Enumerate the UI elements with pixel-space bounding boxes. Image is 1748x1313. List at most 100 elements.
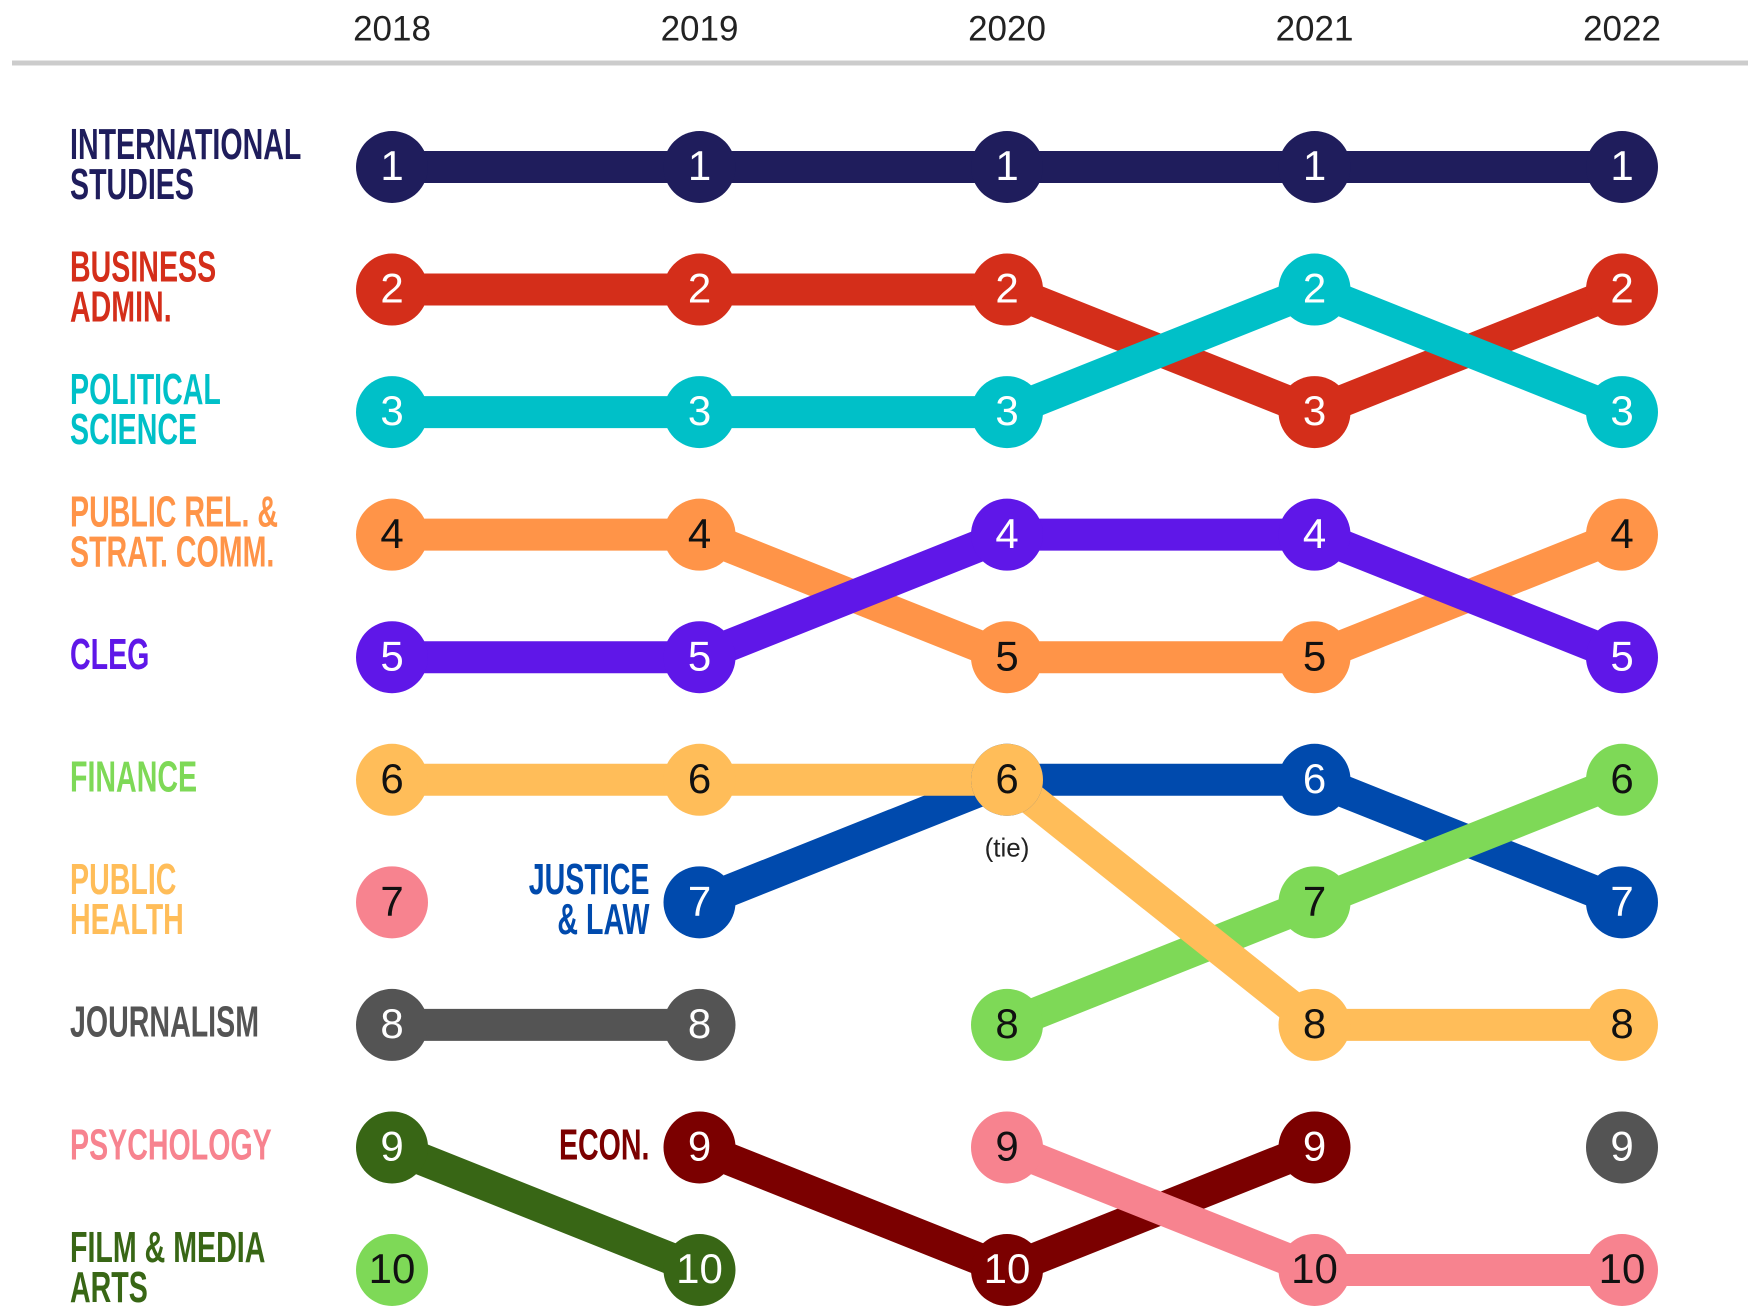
rank-dot bbox=[1586, 621, 1658, 694]
rank-dot bbox=[1278, 376, 1351, 449]
series-line bbox=[376, 1131, 716, 1286]
rank-dot bbox=[356, 253, 428, 326]
rank-label: 10 bbox=[1291, 1245, 1338, 1292]
year-label: 2021 bbox=[1276, 9, 1354, 48]
rank-label: 6 bbox=[380, 755, 403, 802]
rank-dot bbox=[1586, 131, 1658, 203]
rank-dot bbox=[356, 866, 428, 939]
series-label: JUSTICE & LAW bbox=[529, 854, 650, 944]
rank-dot bbox=[356, 1234, 428, 1306]
rank-dot bbox=[971, 1234, 1043, 1306]
rank-label: 4 bbox=[995, 510, 1018, 557]
rank-label: 1 bbox=[995, 142, 1018, 189]
rank-label: 8 bbox=[380, 1000, 403, 1047]
rank-dot bbox=[1278, 1111, 1351, 1184]
rank-label: 9 bbox=[380, 1123, 403, 1170]
rank-dot bbox=[1278, 253, 1351, 326]
rank-dot bbox=[1278, 1234, 1351, 1306]
rank-dot bbox=[1278, 866, 1351, 939]
rank-label: 3 bbox=[688, 387, 711, 434]
rank-dot bbox=[1586, 866, 1658, 939]
dots: 1 1 1 1 1 2 2 2 3 2 3 3 3 2 3 4 4 5 5 4 5 5 4 4 5 7 6 6 7 9 10 9 10 8 7 6 6 6… bbox=[356, 131, 1658, 1306]
rank-label: 2 bbox=[995, 265, 1018, 312]
rank-label: 4 bbox=[380, 510, 403, 557]
series-label: ECON. bbox=[559, 1119, 650, 1169]
rank-label: 2 bbox=[1610, 265, 1633, 312]
rank-dot bbox=[971, 498, 1043, 571]
rank-label: 10 bbox=[369, 1245, 416, 1292]
year-label: 2018 bbox=[353, 9, 431, 48]
rank-dot bbox=[971, 253, 1043, 326]
rank-dot bbox=[1278, 988, 1351, 1061]
rank-label: 5 bbox=[688, 632, 711, 679]
rank-label: 7 bbox=[1303, 877, 1326, 924]
series-label: PSYCHOLOGY bbox=[70, 1119, 272, 1169]
rank-label: 3 bbox=[380, 387, 403, 434]
annotation: (tie) bbox=[985, 833, 1030, 863]
rank-dot bbox=[356, 743, 428, 816]
lines bbox=[376, 151, 1638, 1286]
rank-label: 6 bbox=[995, 755, 1018, 802]
rank-dot bbox=[356, 1111, 428, 1184]
series-label: JOURNALISM bbox=[70, 996, 259, 1046]
rank-dot bbox=[1586, 498, 1658, 571]
rank-dot bbox=[1278, 621, 1351, 694]
rank-label: 3 bbox=[1610, 387, 1633, 434]
rank-label: 10 bbox=[984, 1245, 1031, 1292]
series-label: CLEG bbox=[70, 629, 149, 679]
series-label: BUSINESS ADMIN. bbox=[70, 241, 216, 331]
series-label: PUBLIC HEALTH bbox=[70, 854, 184, 944]
rank-label: 9 bbox=[1610, 1123, 1633, 1170]
rank-dot bbox=[663, 131, 736, 203]
rank-dot bbox=[663, 1234, 736, 1306]
rank-label: 3 bbox=[995, 387, 1018, 434]
rank-dot bbox=[1586, 1234, 1658, 1306]
labels: INTERNATIONAL STUDIES BUSINESS ADMIN. POLITI… bbox=[70, 118, 650, 1311]
year-label: 2020 bbox=[968, 9, 1046, 48]
rank-dot bbox=[356, 498, 428, 571]
rank-dot bbox=[663, 376, 736, 449]
rank-label: 1 bbox=[1610, 142, 1633, 189]
rank-dot bbox=[663, 621, 736, 694]
rank-label: 6 bbox=[1610, 755, 1633, 802]
rank-dot bbox=[663, 253, 736, 326]
series-label: PUBLIC REL. & STRAT. COMM. bbox=[70, 486, 278, 576]
rank-label: 7 bbox=[1610, 877, 1633, 924]
rank-label: 9 bbox=[688, 1123, 711, 1170]
rank-dot bbox=[663, 1111, 736, 1184]
rank-dot bbox=[971, 743, 1043, 816]
rank-label: 8 bbox=[995, 1000, 1018, 1047]
rank-dot bbox=[971, 376, 1043, 449]
rank-label: 5 bbox=[380, 632, 403, 679]
year-label: 2019 bbox=[661, 9, 739, 48]
series-label: INTERNATIONAL STUDIES bbox=[70, 118, 301, 208]
rank-label: 6 bbox=[1303, 755, 1326, 802]
rank-label: 4 bbox=[688, 510, 711, 557]
rank-label: 5 bbox=[995, 632, 1018, 679]
rank-dot bbox=[663, 498, 736, 571]
series-label: POLITICAL SCIENCE bbox=[70, 363, 221, 453]
rank-label: 2 bbox=[380, 265, 403, 312]
rank-dot bbox=[971, 1111, 1043, 1184]
rank-dot bbox=[1586, 1111, 1658, 1184]
rank-dot bbox=[356, 376, 428, 449]
rank-label: 8 bbox=[1303, 1000, 1326, 1047]
rank-label: 3 bbox=[1303, 387, 1326, 434]
rank-dot bbox=[1586, 376, 1658, 449]
rank-label: 5 bbox=[1610, 632, 1633, 679]
rank-label: 9 bbox=[1303, 1123, 1326, 1170]
rank-label: 2 bbox=[688, 265, 711, 312]
rank-dot bbox=[1586, 253, 1658, 326]
rank-dot bbox=[1278, 131, 1351, 203]
rank-dot bbox=[971, 621, 1043, 694]
rank-label: 9 bbox=[995, 1123, 1018, 1170]
rank-dot bbox=[971, 988, 1043, 1061]
rank-label: 10 bbox=[676, 1245, 723, 1292]
rank-label: 7 bbox=[688, 877, 711, 924]
rank-label: 5 bbox=[1303, 632, 1326, 679]
rank-dot bbox=[663, 988, 736, 1061]
rank-label: 2 bbox=[1303, 265, 1326, 312]
rank-dot bbox=[663, 743, 736, 816]
